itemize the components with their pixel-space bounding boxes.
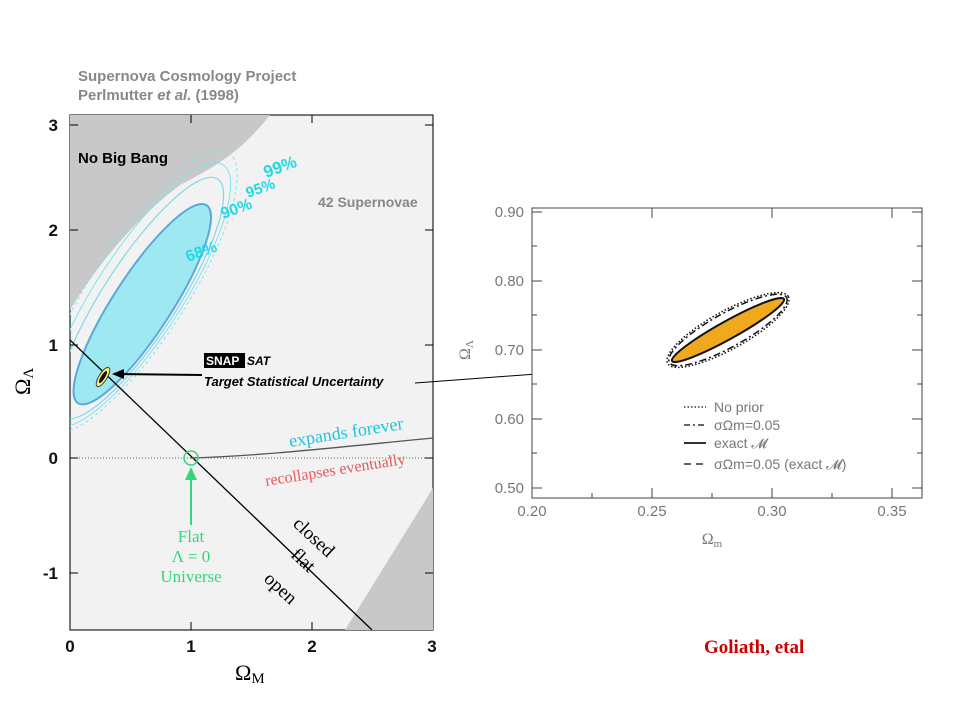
confidence-contours bbox=[70, 149, 238, 435]
right-axis-ticks bbox=[531, 208, 922, 498]
target-arrow-line bbox=[117, 373, 203, 376]
right-ytick-050: 0.50 bbox=[495, 480, 524, 497]
right-xtick-025: 0.25 bbox=[637, 503, 666, 520]
no-big-bang-label: No Big Bang bbox=[78, 150, 168, 167]
contour-90 bbox=[70, 176, 225, 420]
right-ytick-060: 0.60 bbox=[495, 411, 524, 428]
left-ytick-minus1: -1 bbox=[43, 564, 58, 583]
left-xlabel: ΩM bbox=[235, 660, 265, 687]
sat-text: SAT bbox=[247, 354, 272, 368]
contour-95 bbox=[70, 162, 232, 428]
left-ytick-1: 1 bbox=[49, 336, 58, 355]
right-ytick-070: 0.70 bbox=[495, 342, 524, 359]
legend-sigma-exact-label: σΩm=0.05 (exact 𝓜) bbox=[714, 456, 846, 472]
left-axis-ticks bbox=[70, 115, 433, 630]
snap-text: SNAP bbox=[206, 354, 239, 368]
lower-right-gray-region bbox=[345, 488, 433, 630]
target-uncertainty-label: Target Statistical Uncertainty bbox=[204, 374, 384, 389]
right-ylabel: ΩΛ bbox=[457, 340, 476, 360]
legend-exact-label: exact 𝓜 bbox=[714, 435, 769, 451]
ellipse-exact-m bbox=[670, 296, 786, 364]
left-title-line1: Supernova Cosmology Project bbox=[78, 68, 296, 85]
left-ylabel: ΩΛ bbox=[10, 368, 37, 395]
right-xtick-030: 0.30 bbox=[757, 503, 786, 520]
left-xtick-0: 0 bbox=[65, 637, 74, 656]
contour-99 bbox=[70, 149, 238, 435]
left-xtick-2: 2 bbox=[307, 637, 316, 656]
left-title-line2: Perlmutter et al. (1998) bbox=[78, 87, 239, 104]
supernovae-count-label: 42 Supernovae bbox=[318, 194, 418, 210]
legend-sigma-label: σΩm=0.05 bbox=[714, 417, 780, 433]
left-plot: 3 2 1 0 -1 0 1 2 3 ΩM ΩΛ No Big Bang 42 … bbox=[10, 114, 437, 687]
ellipse-no-prior bbox=[666, 291, 790, 369]
left-xtick-1: 1 bbox=[186, 637, 195, 656]
right-xtick-035: 0.35 bbox=[877, 503, 906, 520]
contour-68 bbox=[72, 202, 212, 406]
right-ytick-090: 0.90 bbox=[495, 204, 524, 221]
flat-universe-line1: Flat bbox=[178, 527, 205, 546]
flat-universe-line bbox=[70, 339, 373, 630]
right-legend: No prior σΩm=0.05 exact 𝓜 σΩm=0.05 (exac… bbox=[684, 399, 846, 472]
left-ytick-3: 3 bbox=[49, 116, 58, 135]
left-ytick-0: 0 bbox=[49, 449, 58, 468]
ellipse-sigma-prior bbox=[668, 293, 788, 367]
target-arrowhead bbox=[112, 369, 124, 379]
left-xtick-3: 3 bbox=[427, 637, 436, 656]
right-ytick-080: 0.80 bbox=[495, 273, 524, 290]
right-plot: 0.90 0.80 0.70 0.60 0.50 0.20 0.25 0.30 … bbox=[457, 204, 923, 550]
legend-no-prior-label: No prior bbox=[714, 399, 764, 415]
snap-badge-box bbox=[204, 353, 245, 368]
flat-universe-line2: Λ = 0 bbox=[172, 547, 210, 566]
right-xlabel: Ωm bbox=[702, 531, 723, 550]
right-xtick-020: 0.20 bbox=[517, 503, 546, 520]
right-ellipses bbox=[666, 291, 790, 369]
flat-point-circle bbox=[183, 450, 199, 466]
right-plot-frame bbox=[531, 207, 923, 499]
snap-inner-ellipse bbox=[98, 370, 108, 384]
credit-label: Goliath, etal bbox=[704, 637, 805, 658]
snap-badge: SNAP SAT bbox=[204, 353, 272, 368]
flat-arrowhead bbox=[185, 467, 197, 480]
no-big-bang-region bbox=[70, 115, 270, 310]
left-ytick-2: 2 bbox=[49, 221, 58, 240]
expand-recollapse-boundary bbox=[189, 437, 433, 459]
flat-universe-line3: Universe bbox=[160, 567, 221, 586]
